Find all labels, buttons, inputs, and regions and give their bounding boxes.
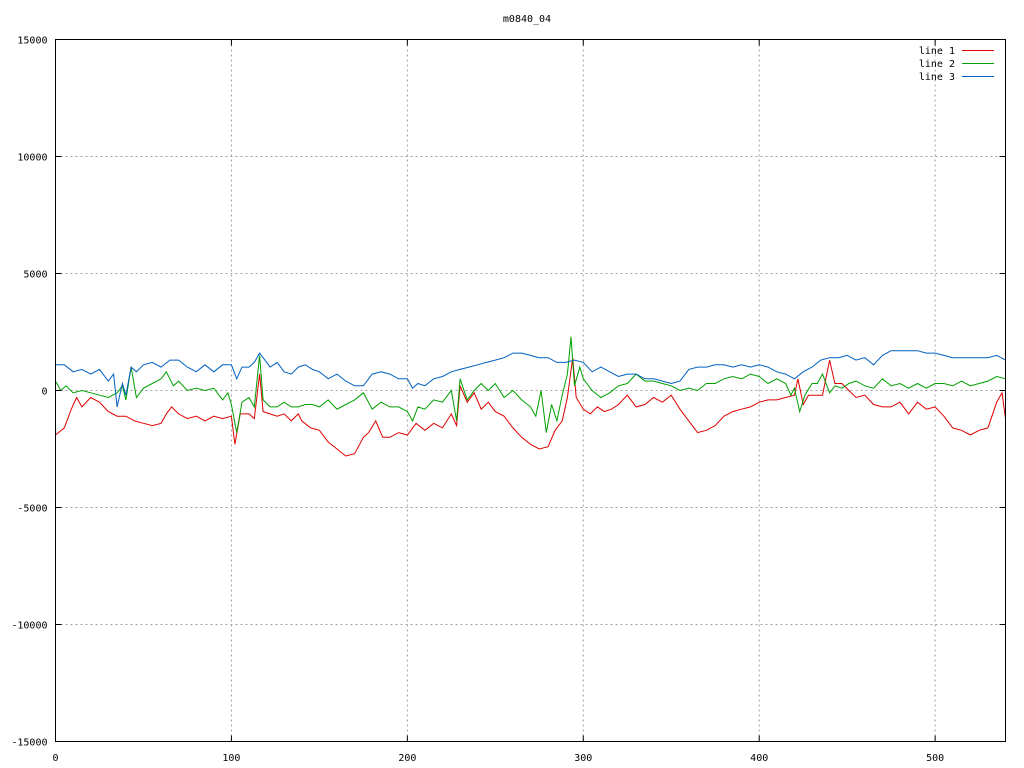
y-tick-label: 0 xyxy=(41,387,47,398)
y-tick-label: 5000 xyxy=(23,270,47,281)
chart-title: m0840_04 xyxy=(503,14,551,25)
series-line-1 xyxy=(55,357,1006,457)
x-tick-label: 100 xyxy=(222,753,240,764)
x-tick-label: 200 xyxy=(398,753,416,764)
series-lines xyxy=(55,336,1006,457)
legend-label: line 1 xyxy=(919,46,955,57)
legend-label: line 3 xyxy=(919,72,955,83)
legend: line 1 line 2 line 3 xyxy=(919,46,994,83)
y-tick-label: -5000 xyxy=(17,504,47,515)
x-tick-label: 400 xyxy=(750,753,768,764)
x-tick-label: 0 xyxy=(52,753,58,764)
y-tick-label: 10000 xyxy=(17,153,47,164)
series-line-2 xyxy=(55,336,1006,433)
x-tick-label: 500 xyxy=(926,753,944,764)
axis-ticks: 0 100 200 300 400 500 -15000 -10000 -5000 0 5000 10… xyxy=(11,36,1006,764)
grid-lines xyxy=(55,39,1006,742)
y-tick-label: -15000 xyxy=(11,738,47,749)
series-line-3 xyxy=(55,350,1006,408)
y-tick-label: 15000 xyxy=(17,36,47,47)
x-tick-label: 300 xyxy=(574,753,592,764)
legend-label: line 2 xyxy=(919,59,955,70)
y-tick-label: -10000 xyxy=(11,621,47,632)
